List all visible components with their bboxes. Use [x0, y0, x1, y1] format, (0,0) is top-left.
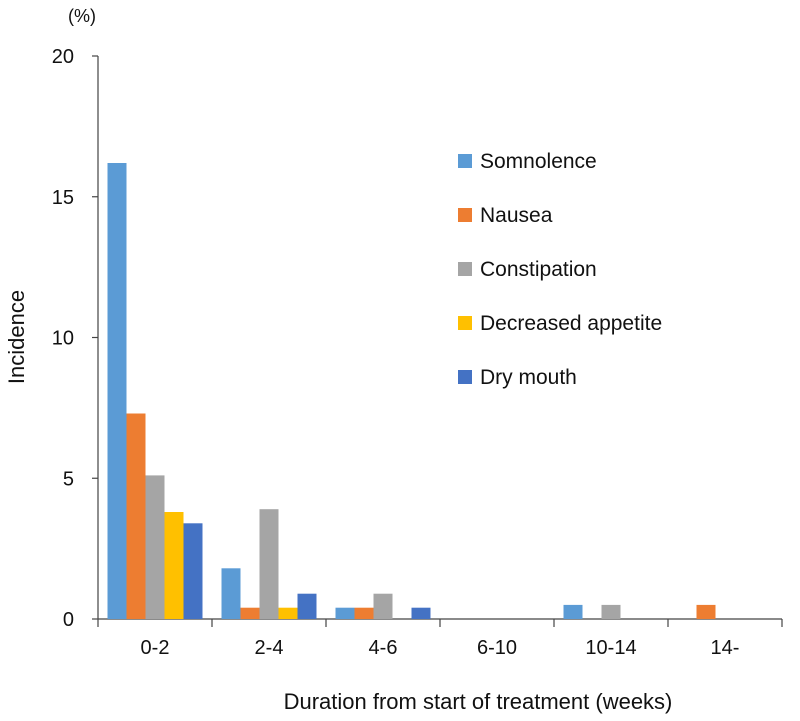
legend-label: Dry mouth: [480, 366, 577, 389]
legend-swatch: [458, 208, 472, 222]
bars: [107, 163, 716, 619]
y-axis: 0 5 10 15 20: [52, 46, 99, 631]
y-unit-label: (%): [68, 6, 96, 26]
x-tick-label: 2-4: [255, 637, 284, 659]
bar-dry-mouth-4-6: [411, 607, 431, 619]
y-tick-label: 0: [63, 609, 74, 631]
legend-label: Decreased appetite: [480, 312, 662, 335]
bar-decreased-appetite-0-2: [164, 512, 184, 619]
bar-somnolence-10-14: [563, 604, 583, 619]
bar-somnolence-0-2: [107, 163, 127, 619]
bar-constipation-0-2: [145, 475, 165, 619]
bar-constipation-10-14: [601, 604, 621, 619]
bar-somnolence-4-6: [335, 607, 355, 619]
legend-swatch: [458, 316, 472, 330]
y-tick-label: 20: [52, 46, 74, 68]
x-tick-label: 14-: [711, 637, 740, 659]
bar-nausea-14-: [696, 604, 716, 619]
y-tick-label: 15: [52, 187, 74, 209]
legend-swatch: [458, 262, 472, 276]
bar-constipation-2-4: [259, 509, 279, 619]
legend: Somnolence Nausea Constipation Decreased ap…: [458, 150, 662, 389]
legend-label: Constipation: [480, 258, 597, 281]
bar-somnolence-2-4: [221, 568, 241, 619]
x-axis-title: Duration from start of treatment (weeks): [284, 689, 673, 714]
x-tick-label: 10-14: [585, 637, 636, 659]
x-tick-label: 4-6: [369, 637, 398, 659]
legend-label: Somnolence: [480, 150, 597, 173]
bar-constipation-4-6: [373, 593, 393, 619]
legend-swatch: [458, 154, 472, 168]
x-tick-label: 6-10: [477, 637, 517, 659]
bar-dry-mouth-2-4: [297, 593, 317, 619]
bar-nausea-0-2: [126, 413, 146, 619]
bar-nausea-2-4: [240, 607, 260, 619]
x-axis: 0-2 2-4 4-6 6-10 10-14 14-: [97, 618, 783, 659]
y-axis-title: Incidence: [4, 290, 29, 384]
legend-swatch: [458, 370, 472, 384]
x-tick-label: 0-2: [141, 637, 170, 659]
y-tick-label: 5: [63, 468, 74, 490]
y-tick-label: 10: [52, 328, 74, 350]
bar-dry-mouth-0-2: [183, 523, 203, 619]
bar-decreased-appetite-2-4: [278, 607, 298, 619]
legend-label: Nausea: [480, 204, 553, 227]
bar-nausea-4-6: [354, 607, 374, 619]
